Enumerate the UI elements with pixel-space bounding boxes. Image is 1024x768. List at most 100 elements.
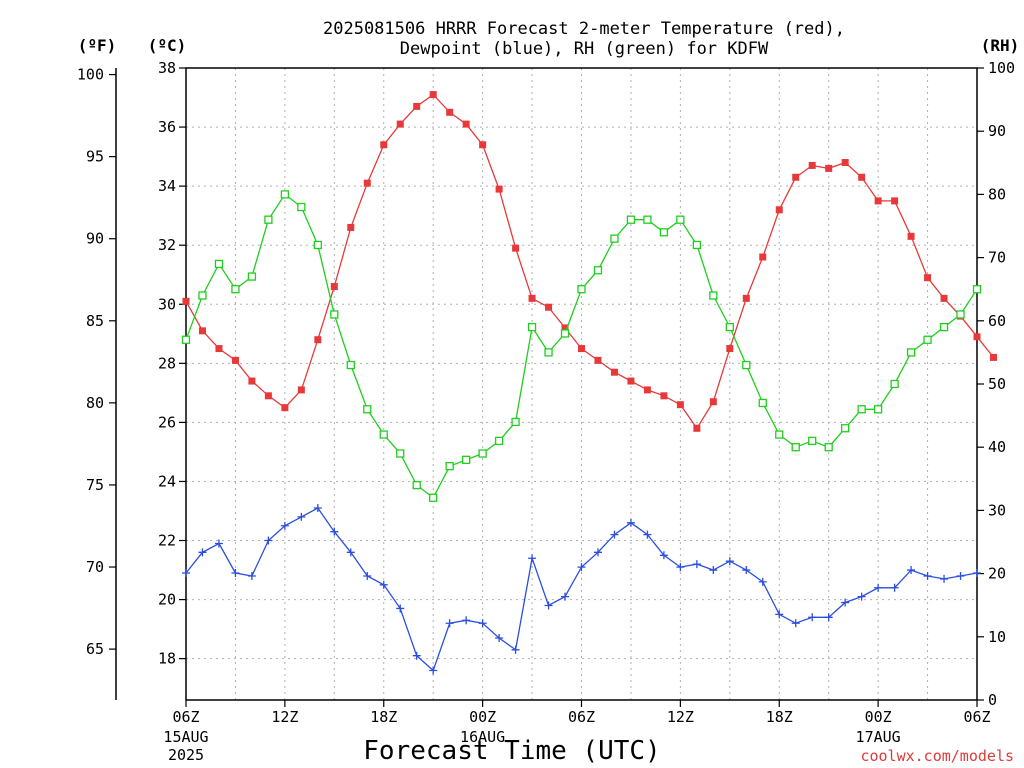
dewpoint-point <box>742 566 751 575</box>
dewpoint-point <box>198 548 207 557</box>
rh-point <box>560 329 570 338</box>
rh-point <box>280 190 290 199</box>
temperature-point <box>512 244 520 252</box>
f-axis-tick-label: 80 <box>86 394 104 412</box>
rh-point <box>461 455 471 464</box>
rh-point <box>824 443 833 452</box>
dewpoint-point <box>495 633 504 642</box>
chart-title-line2: Dewpoint (blue), RH (green) for KDFW <box>400 39 769 59</box>
rh-point <box>808 436 817 446</box>
temperature-point <box>610 368 618 376</box>
temperature-point <box>330 283 338 291</box>
series-dewpoint <box>182 504 981 675</box>
rh-point <box>445 462 454 471</box>
dewpoint-point <box>511 645 520 654</box>
rh-point <box>890 379 899 389</box>
temperature-point <box>231 356 239 364</box>
f-axis-tick-label: 75 <box>86 476 104 494</box>
temperature-point <box>709 398 717 406</box>
rh-point <box>264 215 273 224</box>
x-axis-date-label: 17AUG <box>856 728 901 746</box>
rh-point <box>313 240 322 250</box>
temperature-point <box>759 253 767 261</box>
rh-point <box>923 335 932 344</box>
rh-point <box>610 234 619 243</box>
dewpoint-point <box>692 560 701 569</box>
series-line-temperature <box>185 93 995 430</box>
rh-point <box>494 436 504 446</box>
rh-point <box>231 285 240 294</box>
temperature-point <box>775 206 783 214</box>
rh-point <box>396 449 405 458</box>
dewpoint-point <box>396 604 405 613</box>
rh-point <box>709 291 718 300</box>
temperature-point <box>297 386 305 394</box>
temperature-point <box>825 164 833 172</box>
temperature-point <box>215 345 223 353</box>
dewpoint-point <box>923 571 932 580</box>
temperature-point <box>808 161 816 169</box>
dewpoint-point <box>462 616 471 625</box>
dewpoint-point <box>330 527 339 536</box>
x-axis-tick-label: 18Z <box>370 708 397 726</box>
rh-point <box>626 215 636 224</box>
rh-point <box>643 215 652 224</box>
rh-point <box>873 405 883 414</box>
temperature-point <box>380 141 388 149</box>
rh-axis-tick-label: 100 <box>988 59 1015 77</box>
dewpoint-point <box>973 569 981 578</box>
dewpoint-point <box>313 504 322 513</box>
rh-point <box>346 360 355 370</box>
dewpoint-point <box>643 530 652 539</box>
temperature-point <box>347 223 355 231</box>
temperature-point <box>281 404 289 412</box>
temperature-point <box>545 303 553 311</box>
dewpoint-point <box>758 577 767 586</box>
series-rh <box>181 190 982 502</box>
rh-axis-tick-label: 30 <box>988 501 1006 519</box>
rh-point <box>841 424 850 433</box>
dewpoint-point <box>610 530 619 539</box>
rh-point <box>527 322 537 332</box>
rh-point <box>429 493 438 502</box>
dewpoint-point <box>791 619 800 628</box>
rh-point <box>758 398 767 408</box>
dewpoint-point <box>561 592 570 601</box>
rh-point <box>297 202 306 212</box>
rh-point <box>939 322 949 332</box>
rh-axis-tick-label: 90 <box>988 122 1006 140</box>
dewpoint-point <box>824 613 833 622</box>
rh-axis-tick-label: 10 <box>988 628 1006 646</box>
temperature-point <box>264 392 272 400</box>
dewpoint-point <box>544 601 553 610</box>
dewpoint-point <box>379 580 388 589</box>
rh-point <box>379 430 388 439</box>
x-axis-label: Forecast Time (UTC) <box>363 736 660 766</box>
c-axis-tick-label: 32 <box>158 236 176 254</box>
temperature-point <box>198 327 206 335</box>
credit-text: coolwx.com/models <box>860 747 1014 765</box>
dewpoint-point <box>247 571 256 580</box>
f-axis-tick-label: 65 <box>86 640 104 658</box>
x-axis-date-label: 15AUG <box>163 728 208 746</box>
rh-point <box>659 228 669 237</box>
rh-point <box>412 480 421 490</box>
dewpoint-point <box>676 563 685 572</box>
rh-point <box>956 310 965 319</box>
c-axis-tick-label: 36 <box>158 118 176 136</box>
dewpoint-point <box>280 521 289 530</box>
rh-point <box>692 240 702 250</box>
temperature-point <box>182 297 190 305</box>
c-axis-tick-label: 34 <box>158 177 176 195</box>
x-axis-tick-label: 06Z <box>963 708 990 726</box>
dewpoint-point <box>857 592 866 601</box>
f-axis-tick-label: 95 <box>86 148 104 166</box>
c-axis-tick-label: 28 <box>158 354 176 372</box>
left-c-axis-unit: (ºC) <box>148 36 187 55</box>
c-axis-tick-label: 18 <box>158 650 176 668</box>
grid-lines <box>186 68 977 700</box>
rh-point <box>725 322 734 332</box>
rh-axis-tick-label: 20 <box>988 565 1006 583</box>
dewpoint-point <box>363 571 372 580</box>
